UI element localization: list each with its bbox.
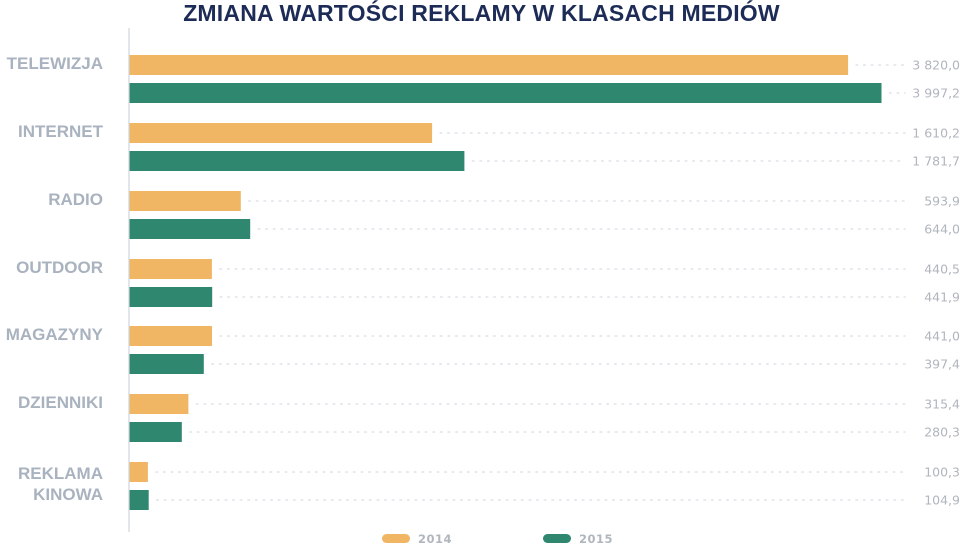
bar-2015 — [129, 219, 251, 239]
bar-2015 — [129, 490, 149, 510]
leader-lines — [155, 64, 906, 501]
bar-2014 — [129, 462, 148, 482]
bar-2015 — [129, 354, 204, 374]
value-label: 3 997,2 — [912, 86, 960, 101]
value-label: 315,4 — [924, 397, 960, 412]
legend-label-2015: 2015 — [579, 532, 613, 546]
bar-2014 — [129, 326, 212, 346]
bar-2014 — [129, 259, 212, 279]
legend: 2014 2015 — [382, 532, 613, 546]
value-label: 441,0 — [924, 329, 960, 344]
value-label: 440,5 — [924, 262, 960, 277]
bar-2014 — [129, 55, 849, 75]
bar-2014 — [129, 123, 433, 143]
category-label: TELEWIZJA — [7, 54, 103, 73]
value-label: 441,9 — [924, 290, 960, 305]
value-label: 1 781,7 — [912, 154, 960, 169]
value-label: 644,0 — [924, 222, 960, 237]
value-label: 280,3 — [924, 425, 960, 440]
category-label: DZIENNIKI — [18, 393, 103, 412]
bar-2015 — [129, 83, 882, 103]
category-label: OUTDOOR — [16, 258, 103, 277]
bar-2015 — [129, 422, 182, 442]
value-label: 3 820,0 — [912, 58, 960, 73]
bar-2015 — [129, 151, 465, 171]
value-label: 593,9 — [924, 194, 960, 209]
category-label: RADIO — [48, 190, 103, 209]
bar-2014 — [129, 394, 189, 414]
legend-swatch-2015 — [543, 534, 571, 543]
value-labels: 3 820,0 3 997,2 1 610,2 1 781,7 593,9 644,0 44… — [912, 58, 960, 508]
chart-title: ZMIANA WARTOŚCI REKLAMY W KLASACH MEDIÓW — [183, 0, 780, 26]
value-label: 397,4 — [924, 357, 960, 372]
value-label: 104,9 — [924, 493, 960, 508]
category-labels: TELEWIZJA INTERNET RADIO OUTDOOR MAGAZYNY DZI… — [6, 54, 104, 504]
legend-label-2014: 2014 — [418, 532, 452, 546]
category-label: INTERNET — [18, 122, 104, 141]
bars — [129, 55, 882, 510]
bar-2014 — [129, 191, 241, 211]
category-label: REKLAMA KINOWA — [18, 464, 103, 504]
bar-2015 — [129, 287, 213, 307]
value-label: 1 610,2 — [912, 126, 960, 141]
value-label: 100,3 — [924, 465, 960, 480]
legend-swatch-2014 — [382, 534, 410, 543]
category-label: MAGAZYNY — [6, 325, 104, 344]
